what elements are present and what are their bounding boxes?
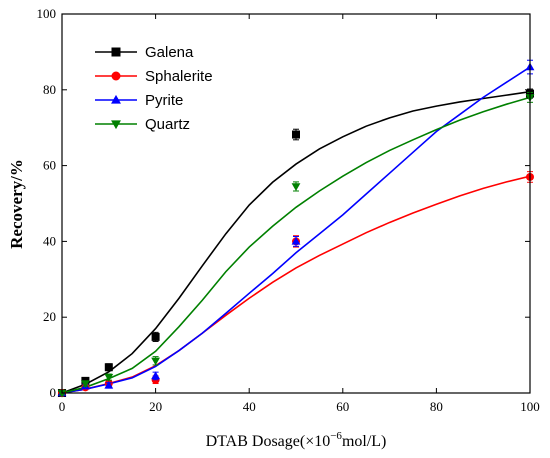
data-point-pyrite xyxy=(291,236,301,245)
y-tick-label: 80 xyxy=(43,82,56,97)
data-point-pyrite xyxy=(104,380,114,389)
x-axis-title-main: DTAB Dosage(×10 xyxy=(206,433,331,450)
x-tick-label: 40 xyxy=(243,399,256,414)
x-tick-label: 80 xyxy=(430,399,443,414)
y-tick-label: 100 xyxy=(37,6,57,21)
legend-marker-pyrite xyxy=(111,94,121,104)
legend-marker-quartz xyxy=(111,120,121,130)
y-tick-label: 40 xyxy=(43,233,56,248)
plot-frame xyxy=(61,13,531,394)
legend-label: Sphalerite xyxy=(145,68,213,85)
x-axis-title-superscript: −6 xyxy=(330,430,342,442)
y-tick-label: 60 xyxy=(43,158,56,173)
y-axis-title: Recovery/% xyxy=(7,159,26,249)
fit-curve-quartz xyxy=(61,96,531,394)
data-point-galena xyxy=(292,130,300,139)
data-point-quartz xyxy=(81,380,90,389)
fit-curve-galena xyxy=(61,90,531,394)
y-tick-label: 20 xyxy=(43,309,56,324)
x-tick-label: 0 xyxy=(59,399,66,414)
data-point-quartz xyxy=(104,373,114,382)
legend-label: Pyrite xyxy=(145,92,183,109)
fit-curve-sphalerite xyxy=(61,175,531,394)
y-tick-label: 0 xyxy=(50,385,57,400)
data-points xyxy=(57,59,535,398)
x-axis-title-tail: mol/L) xyxy=(342,433,386,450)
data-point-galena xyxy=(104,363,113,372)
legend-marker-galena xyxy=(111,47,121,57)
x-tick-label: 20 xyxy=(149,399,162,414)
legend-marker-sphalerite xyxy=(111,71,121,81)
x-tick-label: 100 xyxy=(520,399,540,414)
legend-label: Quartz xyxy=(145,116,190,133)
legend: Galena Sphalerite Pyrite Quartz xyxy=(95,44,213,133)
legend-label: Galena xyxy=(145,44,194,61)
data-point-quartz xyxy=(151,357,160,366)
fit-curves xyxy=(61,66,531,394)
data-point-quartz xyxy=(57,389,67,398)
data-point-pyrite xyxy=(151,371,160,380)
data-point-galena xyxy=(151,332,160,341)
fit-curve-pyrite xyxy=(61,66,531,394)
data-point-quartz xyxy=(291,183,301,192)
axis-ticks: 0 20 40 60 80 100 0 20 40 60 80 100 xyxy=(37,6,540,414)
x-axis-title: DTAB Dosage(×10−6mol/L) xyxy=(206,430,387,450)
x-tick-label: 60 xyxy=(336,399,349,414)
